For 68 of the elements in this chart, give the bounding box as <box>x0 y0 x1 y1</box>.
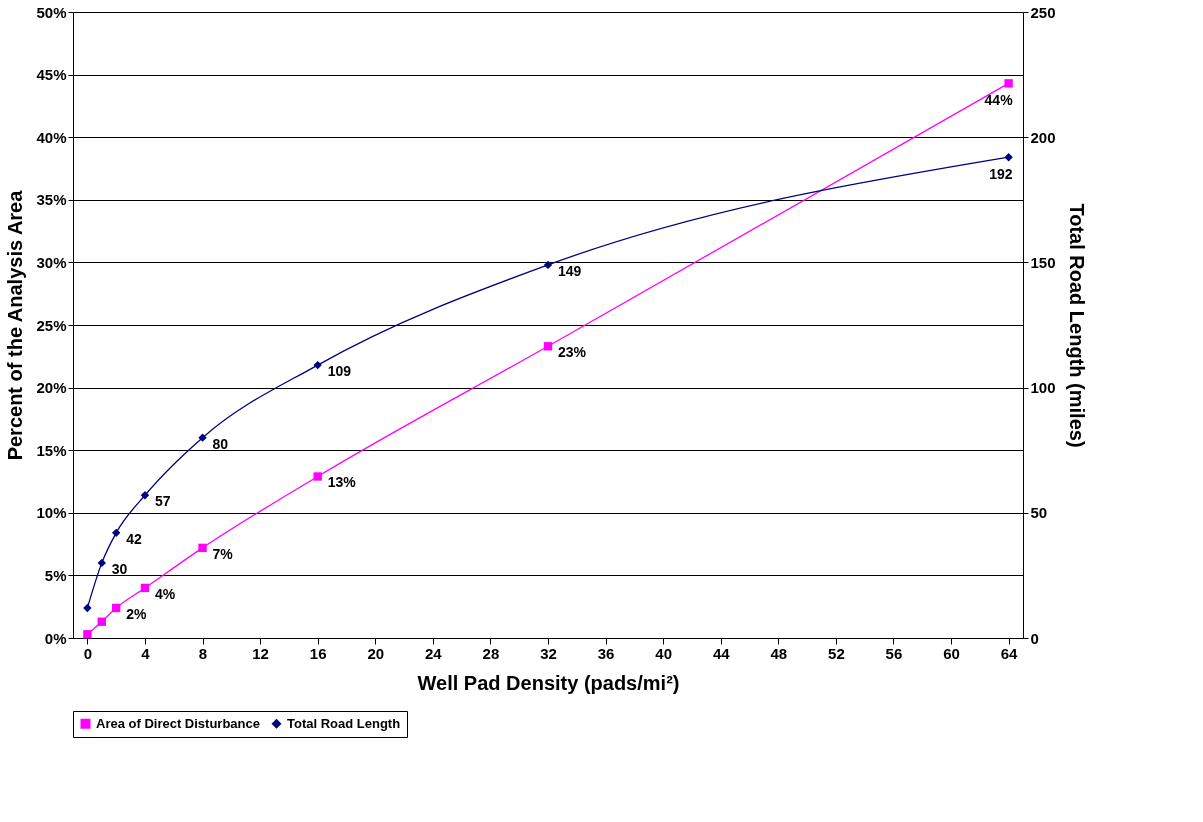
x-axis-title: Well Pad Density (pads/mi²) <box>417 671 680 694</box>
point <box>313 472 322 481</box>
y-tick-label: 30% <box>36 253 67 271</box>
y2-tick-label: 100 <box>1030 379 1056 397</box>
data-label: 149 <box>558 262 582 279</box>
y-axis-title: Percent of the Analysis Area <box>4 189 27 461</box>
point <box>198 433 207 442</box>
y-tick-label: 50% <box>36 3 67 21</box>
data-label: 2% <box>126 605 147 622</box>
x-tick-label: 0 <box>83 644 93 662</box>
y-tick-label: 45% <box>36 66 67 84</box>
x-tick-label: 36 <box>597 644 615 662</box>
point <box>1004 79 1013 88</box>
data-label: 109 <box>327 363 352 380</box>
x-tick-label: 20 <box>367 644 385 662</box>
y2-tick-label: 250 <box>1030 3 1056 21</box>
data-label: 42 <box>126 530 142 547</box>
x-tick-label: 40 <box>655 644 672 662</box>
y2-axis-title: Total Road Length (miles) <box>1065 203 1088 448</box>
x-tick-label: 52 <box>828 644 845 662</box>
x-tick-label: 28 <box>482 644 500 662</box>
point <box>140 583 150 593</box>
y-tick-label: 5% <box>44 566 67 584</box>
point <box>198 543 207 553</box>
data-label: 13% <box>327 474 357 491</box>
data-label: 80 <box>212 435 229 452</box>
data-label: 23% <box>558 344 587 361</box>
data-label: 44% <box>984 92 1014 109</box>
y-tick-label: 20% <box>36 379 67 397</box>
point <box>83 630 92 639</box>
data-label: 192 <box>989 166 1013 183</box>
data-label: 4% <box>154 585 176 602</box>
point <box>140 491 150 500</box>
y-tick-label: 35% <box>36 191 67 209</box>
point <box>543 260 553 270</box>
x-tick-label: 4 <box>141 644 151 662</box>
y-tick-label: 0% <box>44 629 67 647</box>
x-tick-label: 44 <box>712 644 731 662</box>
y2-tick-label: 200 <box>1030 128 1056 146</box>
x-tick-label: 56 <box>885 644 903 662</box>
data-label: 57 <box>154 493 171 510</box>
point <box>97 558 106 568</box>
y-tick-label: 15% <box>36 441 67 459</box>
y2-tick-label: 0 <box>1030 629 1039 647</box>
y-tick-label: 40% <box>36 128 67 146</box>
point <box>112 528 121 538</box>
y2-tick-label: 150 <box>1030 253 1056 271</box>
data-label: 7% <box>212 545 234 562</box>
legend-label: Total Road Length <box>287 715 401 731</box>
x-tick-label: 32 <box>540 644 557 662</box>
y-tick-label: 10% <box>36 504 67 522</box>
point <box>83 603 92 613</box>
point <box>543 342 553 351</box>
x-tick-label: 60 <box>943 644 960 662</box>
legend-label: Area of Direct Disturbance <box>96 715 260 731</box>
y-tick-label: 25% <box>36 316 67 334</box>
data-label: 30 <box>111 560 128 577</box>
x-tick-label: 48 <box>770 644 788 662</box>
x-tick-label: 24 <box>425 644 443 662</box>
x-tick-label: 12 <box>252 644 269 662</box>
x-tick-label: 16 <box>309 644 327 662</box>
point <box>1004 153 1013 162</box>
x-tick-label: 8 <box>198 644 208 662</box>
point <box>112 603 121 613</box>
point <box>313 360 322 370</box>
point <box>97 617 106 626</box>
x-tick-label: 64 <box>1000 644 1019 662</box>
y2-tick-label: 50 <box>1030 504 1048 522</box>
